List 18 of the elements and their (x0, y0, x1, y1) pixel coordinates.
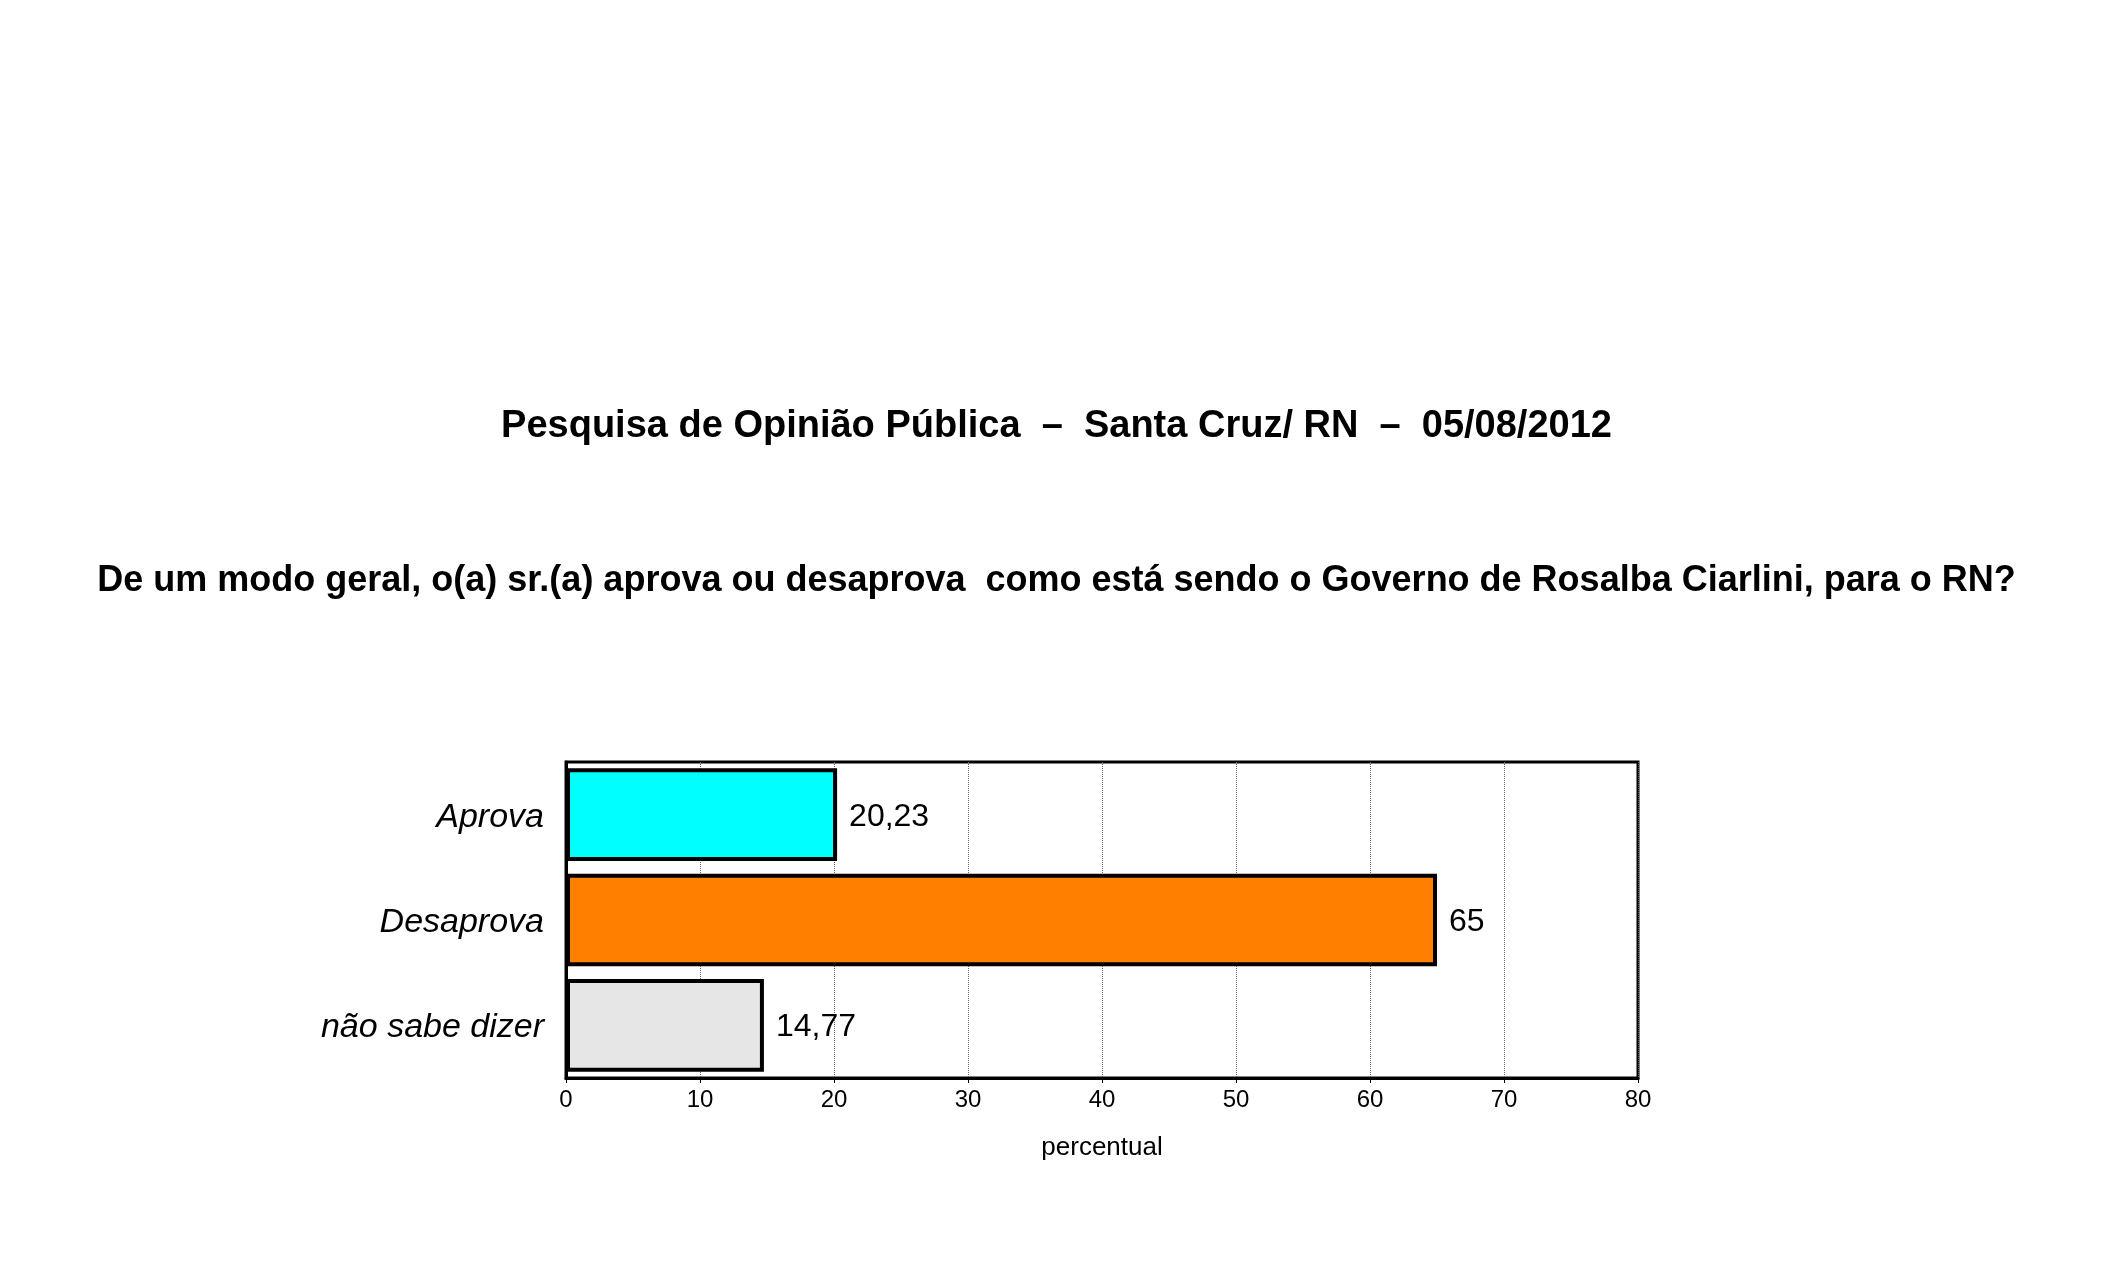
y-tick-label: Desaprova (379, 901, 544, 939)
y-tick-label: Aprova (434, 795, 544, 834)
x-tick-label: 10 (686, 1084, 714, 1112)
chart-title: Pesquisa de Opinião Pública – Santa Cruz/ RN – 05/08/2012 (501, 403, 1612, 445)
x-tick-label: 30 (954, 1084, 982, 1112)
x-axis-title: percentual (1041, 1131, 1163, 1161)
x-tick-label: 0 (559, 1084, 573, 1112)
x-tick-label: 60 (1356, 1084, 1384, 1112)
x-tick-label: 80 (1624, 1084, 1652, 1112)
data-label: 20,23 (849, 796, 930, 833)
data-label: 65 (1449, 902, 1485, 938)
x-tick-label: 70 (1490, 1084, 1518, 1112)
x-tick-label: 50 (1222, 1084, 1250, 1112)
data-label: 14,77 (775, 1007, 856, 1044)
y-tick-label: não sabe dizer (320, 1006, 546, 1045)
x-tick-label: 40 (1088, 1084, 1116, 1112)
x-tick-label: 20 (820, 1084, 848, 1112)
chart-subtitle: De um modo geral, o(a) sr.(a) aprova ou desaprova como está sendo o Governo de Rosalba Ciarlini, para o RN? (97, 557, 2016, 599)
